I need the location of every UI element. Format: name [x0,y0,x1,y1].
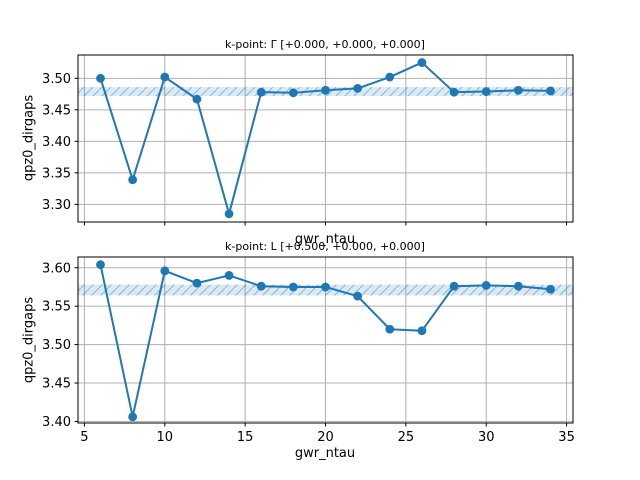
y-tick-label: 3.40 [42,415,71,430]
data-point-marker [513,85,523,95]
subplot-l-y-axis-label: qpz0_dirgaps [21,296,37,384]
data-point-marker [160,266,170,276]
data-point-marker [224,209,234,219]
data-point-marker [417,58,427,67]
data-point-marker [385,72,395,82]
data-point-marker [449,281,459,291]
data-point-marker [128,175,138,185]
data-point-marker [224,271,234,280]
y-tick-label: 3.35 [42,166,71,181]
y-tick-label: 3.55 [42,300,71,315]
subplot-gamma-y-axis-label: qpz0_dirgaps [21,94,37,182]
data-point-marker [353,291,363,301]
y-tick-label: 3.50 [42,72,71,87]
data-point-marker [288,282,298,292]
data-point-marker [256,87,266,97]
x-tick-label: 10 [157,430,174,445]
data-point-marker [128,412,138,422]
x-tick-label: 30 [478,430,495,445]
y-tick-label: 3.40 [42,135,71,150]
x-tick-label: 35 [558,430,575,445]
data-point-marker [546,86,555,96]
data-point-marker [288,88,298,98]
x-tick-label: 25 [398,430,415,445]
subplot-gamma-x-axis-label: gwr_ntau [294,232,356,247]
x-tick-label: 5 [80,430,88,445]
data-point-marker [481,87,491,96]
data-point-marker [321,282,330,292]
subplot-l-title: k-point: L [+0.500, +0.000, +0.000] [225,240,425,253]
data-point-marker [192,94,202,104]
data-point-marker [256,281,266,291]
x-tick-label: 20 [317,430,334,445]
subplot-gamma-title: k-point: Γ [+0.000, +0.000, +0.000] [225,38,425,51]
data-point-marker [353,84,363,93]
subplot-kpoint-l: 5 10 15 20 25 30 35 3.40 3.45 3.50 3.55 3.60 [42,256,575,445]
data-point-marker [513,281,523,291]
data-point-marker [96,73,105,83]
y-tick-label: 3.60 [42,261,71,276]
x-tick-label: 15 [237,430,254,445]
y-tick-label: 3.50 [42,338,71,353]
data-point-marker [417,326,427,336]
y-tick-label: 3.45 [42,103,71,118]
data-point-marker [160,72,170,82]
data-point-marker [96,260,105,270]
y-tick-label: 3.30 [42,198,71,213]
data-point-marker [546,284,555,294]
data-point-marker [449,87,459,97]
data-point-marker [385,324,395,334]
data-point-marker [481,281,491,290]
subplot-kpoint-gamma: 3.30 3.35 3.40 3.45 3.50 [42,54,574,226]
y-tick-label: 3.45 [42,377,71,392]
data-point-marker [192,278,202,288]
subplot-l-x-axis-label: gwr_ntau [294,446,356,461]
data-point-marker [321,85,330,95]
